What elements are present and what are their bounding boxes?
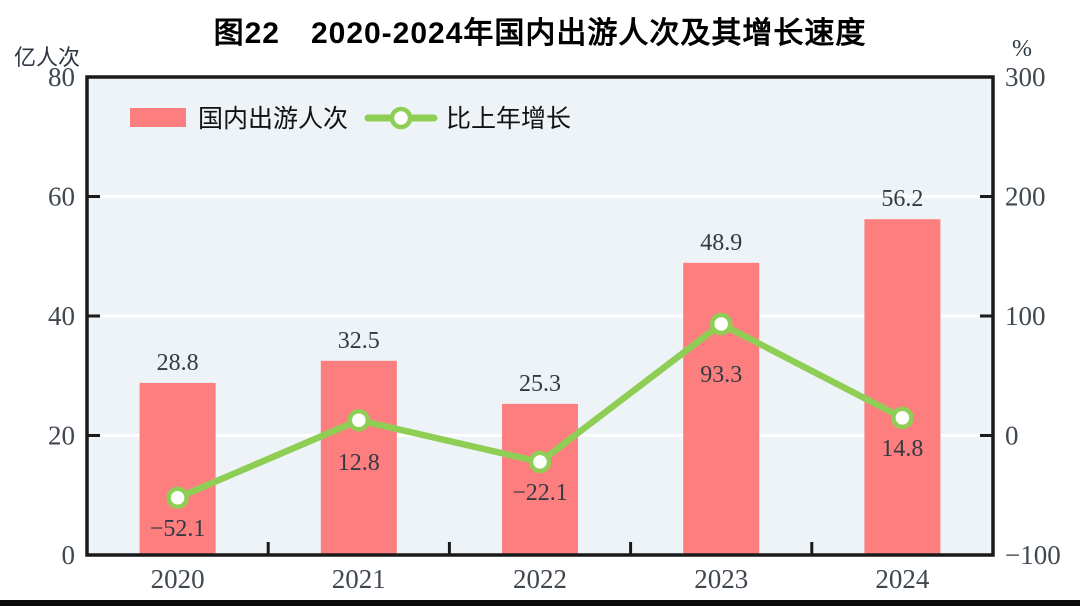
right-axis-tick-300: 300 <box>1005 62 1046 92</box>
line-marker-2022 <box>528 450 552 474</box>
bar-value-label-2020: 28.8 <box>157 350 199 376</box>
bar-2023 <box>683 262 760 555</box>
line-marker-2020 <box>166 486 189 510</box>
legend-bar-swatch <box>130 108 186 127</box>
bar-2024 <box>864 219 941 555</box>
right-axis-tick-0: 0 <box>1005 421 1019 451</box>
legend-line-marker <box>389 106 413 130</box>
bar-2021 <box>320 360 397 555</box>
x-axis-label-2020: 2020 <box>151 564 205 594</box>
right-axis-unit-label: % <box>1012 36 1032 62</box>
left-axis-tick-80: 80 <box>48 62 75 92</box>
line-value-label-2023: 93.3 <box>700 362 742 388</box>
x-axis-label-2022: 2022 <box>513 564 567 594</box>
bar-value-label-2024: 56.2 <box>881 186 923 212</box>
bar-value-label-2022: 25.3 <box>519 371 561 397</box>
bar-2022 <box>502 403 578 555</box>
bar-value-label-2023: 48.9 <box>700 230 742 256</box>
bar-value-label-2021: 32.5 <box>338 328 380 354</box>
left-axis-tick-60: 60 <box>48 182 75 212</box>
line-value-label-2021: 12.8 <box>338 450 380 476</box>
line-value-label-2024: 14.8 <box>881 436 923 462</box>
x-axis-label-2023: 2023 <box>694 564 748 594</box>
x-axis-label-2021: 2021 <box>332 564 386 594</box>
bar-2020 <box>139 382 216 555</box>
left-axis-tick-40: 40 <box>48 301 75 331</box>
left-axis-tick-20: 20 <box>48 421 75 451</box>
legend-label-bars: 国内出游人次 <box>198 105 348 133</box>
chart-title: 图22 2020-2024年国内出游人次及其增长速度 <box>213 17 867 50</box>
page-divider-rule <box>0 600 1080 606</box>
line-value-label-2022: −22.1 <box>512 480 568 506</box>
left-axis-unit-label: 亿人次 <box>14 45 81 70</box>
right-axis-tick--100: −100 <box>1005 540 1061 570</box>
legend-label-line: 比上年增长 <box>446 105 571 133</box>
x-axis-label-2024: 2024 <box>875 564 930 594</box>
right-axis-tick-100: 100 <box>1005 301 1046 331</box>
left-axis-tick-0: 0 <box>62 540 76 570</box>
line-value-label-2020: −52.1 <box>150 516 206 542</box>
line-marker-2023 <box>709 312 733 336</box>
line-marker-2021 <box>347 408 371 432</box>
line-marker-2024 <box>891 406 914 430</box>
right-axis-tick-200: 200 <box>1005 182 1046 212</box>
